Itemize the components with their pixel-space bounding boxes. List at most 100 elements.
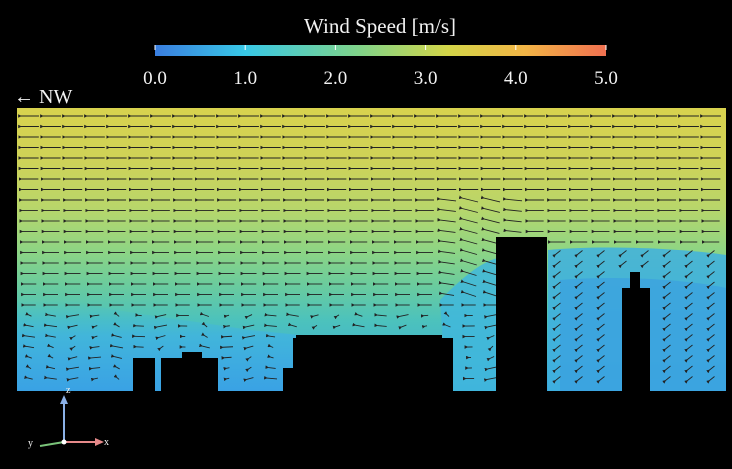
velocity-vector <box>110 354 122 359</box>
velocity-vector <box>596 281 605 290</box>
direction-label: ← NW <box>14 86 72 108</box>
velocity-vector <box>503 218 522 223</box>
velocity-vector <box>65 314 80 319</box>
velocity-vector <box>200 332 208 338</box>
velocity-vector <box>662 355 671 363</box>
velocity-vector <box>242 324 255 330</box>
velocity-vector <box>706 281 715 290</box>
velocity-vector <box>662 292 671 300</box>
velocity-vector <box>684 313 693 321</box>
velocity-vector <box>109 343 124 349</box>
velocity-vector <box>706 376 715 384</box>
velocity-vector <box>574 292 583 300</box>
velocity-vector <box>662 250 671 258</box>
velocity-vector <box>552 323 561 332</box>
velocity-vector <box>480 206 500 213</box>
velocity-vector <box>436 196 457 202</box>
x-axis-label: x <box>104 437 109 448</box>
velocity-vector <box>706 323 715 332</box>
velocity-vector <box>437 207 456 212</box>
velocity-vector <box>481 216 500 224</box>
velocity-vector <box>662 344 671 353</box>
velocity-vector <box>65 366 79 372</box>
velocity-vector <box>662 365 671 374</box>
velocity-vector <box>113 322 120 328</box>
colorbar-title: Wind Speed [m/s] <box>304 14 456 38</box>
z-axis-label: z <box>66 385 71 396</box>
velocity-vector <box>552 271 561 279</box>
velocity-vector <box>706 355 715 363</box>
velocity-vector <box>199 311 210 317</box>
velocity-vector <box>662 281 671 290</box>
velocity-vector <box>154 314 167 319</box>
velocity-vector <box>25 311 32 317</box>
axis-triad: z y x <box>28 385 109 449</box>
velocity-vector <box>706 271 715 279</box>
velocity-vector <box>91 335 98 340</box>
velocity-vector <box>437 249 456 254</box>
velocity-vectors <box>18 114 721 384</box>
velocity-vector <box>352 322 365 328</box>
velocity-vector <box>264 312 277 317</box>
velocity-vector <box>486 335 495 341</box>
velocity-vector <box>596 323 605 332</box>
velocity-vector <box>706 365 715 374</box>
velocity-vector <box>662 376 671 384</box>
velocity-vector <box>153 324 168 330</box>
velocity-vector <box>243 377 254 382</box>
velocity-vector <box>662 334 671 342</box>
velocity-vector <box>596 250 605 258</box>
axis-origin <box>61 439 67 445</box>
velocity-vector <box>552 292 561 300</box>
velocity-vector <box>459 237 478 245</box>
velocity-vector <box>374 312 387 317</box>
velocity-vector <box>552 250 561 258</box>
velocity-vector <box>220 335 233 339</box>
velocity-vector <box>90 377 99 382</box>
velocity-vector <box>684 344 693 353</box>
velocity-vector <box>69 335 76 341</box>
velocity-vector <box>574 260 583 269</box>
velocity-vector <box>684 281 693 290</box>
velocity-vector <box>438 280 455 286</box>
velocity-vector <box>438 259 455 265</box>
colorbar-tick-label: 0.0 <box>143 68 167 89</box>
velocity-vector <box>43 323 58 328</box>
velocity-vector <box>66 377 79 382</box>
velocity-vector <box>552 344 561 353</box>
velocity-vector <box>552 313 561 321</box>
velocity-vector <box>480 195 501 203</box>
velocity-vector <box>662 313 671 321</box>
velocity-vector <box>460 279 477 287</box>
velocity-vector <box>223 377 230 382</box>
velocity-vector <box>354 312 363 317</box>
colorbar-tick-labels: 0.0 1.0 2.0 3.0 4.0 5.0 <box>143 68 618 89</box>
velocity-vector <box>221 356 232 360</box>
velocity-vector <box>113 311 120 317</box>
velocity-vector <box>374 323 387 328</box>
colorbar-tick-label: 5.0 <box>594 68 618 89</box>
velocity-vector <box>552 302 561 311</box>
velocity-vector <box>223 324 230 329</box>
velocity-vector <box>684 302 693 311</box>
velocity-vector <box>618 260 627 269</box>
y-axis-line <box>39 441 65 447</box>
velocity-vector <box>662 323 671 332</box>
velocity-vector <box>265 365 276 369</box>
velocity-vector <box>706 292 715 300</box>
colorbar-gradient <box>155 45 606 56</box>
z-axis-arrow-icon <box>60 395 68 404</box>
colorbar-tick-label: 4.0 <box>504 68 528 89</box>
velocity-vector <box>684 355 693 363</box>
velocity-vector <box>88 366 101 371</box>
velocity-vector <box>706 250 715 258</box>
velocity-vector <box>596 292 605 300</box>
velocity-vector <box>574 323 583 332</box>
velocity-vector <box>684 292 693 300</box>
velocity-vector <box>574 344 583 353</box>
velocity-vector <box>442 322 451 328</box>
velocity-vector <box>24 375 33 380</box>
velocity-vector <box>596 271 605 279</box>
velocity-vector <box>684 365 693 374</box>
velocity-vector <box>157 345 164 352</box>
